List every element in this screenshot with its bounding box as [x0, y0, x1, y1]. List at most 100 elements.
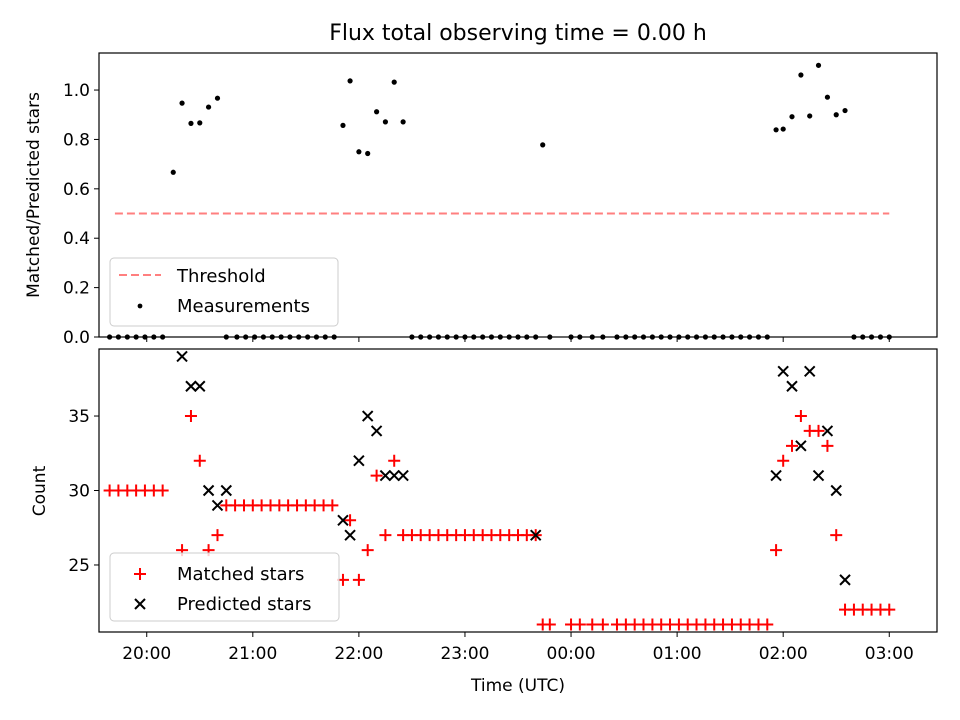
- measurement-point: [243, 334, 249, 340]
- predicted-star-point: [795, 440, 807, 452]
- top-y-axis-label: Matched/Predicted stars: [24, 92, 44, 298]
- predicted-star-point: [202, 484, 215, 497]
- measurement-point: [197, 120, 203, 126]
- matched-star-point: [761, 618, 774, 631]
- measurement-point: [720, 334, 726, 340]
- measurement-point: [340, 122, 346, 128]
- measurement-point: [252, 334, 258, 340]
- top-y-tick-label: 1.0: [63, 81, 90, 101]
- legend-predicted-swatch: [134, 598, 146, 610]
- predicted-star-point: [344, 529, 356, 541]
- measurement-point: [356, 149, 362, 155]
- bottom-legend: Matched stars Predicted stars: [109, 552, 340, 622]
- matched-star-point: [184, 410, 197, 423]
- measurement-point: [746, 334, 753, 340]
- measurement-point: [488, 334, 495, 340]
- bottom-y-axis-label: Count: [30, 465, 50, 516]
- matched-star-point: [830, 529, 843, 542]
- legend-threshold-label: Threshold: [176, 266, 266, 287]
- measurement-point: [331, 334, 337, 340]
- matched-star-point: [586, 618, 599, 631]
- bottom-x-tick-label: 21:00: [228, 644, 277, 664]
- measurement-point: [471, 334, 477, 340]
- top-y-tick-label: 0.6: [63, 180, 90, 200]
- predicted-star-point: [220, 484, 232, 497]
- predicted-star-point: [770, 469, 782, 482]
- bottom-x-tick-label: 20:00: [122, 644, 171, 664]
- matched-star-point: [156, 484, 169, 497]
- measurement-point: [589, 334, 595, 340]
- measurement-point: [868, 334, 875, 340]
- predicted-star-point: [821, 425, 834, 437]
- measurement-point: [170, 169, 176, 175]
- top-plot: 0.0 0.2 0.4 0.6 0.8 1.0 Matched/Predicted sta…: [24, 52, 938, 348]
- measurement-point: [115, 334, 122, 340]
- measurement-point: [133, 334, 139, 340]
- predicted-star-point: [185, 380, 197, 392]
- top-y-tick-label: 0.2: [63, 279, 90, 299]
- predicted-star-point: [777, 365, 789, 378]
- predicted-star-point: [530, 529, 542, 541]
- measurement-points: [107, 62, 892, 340]
- top-y-ticks: 0.0 0.2 0.4 0.6 0.8 1.0: [63, 81, 99, 348]
- legend-measurements-swatch: [137, 303, 143, 309]
- matched-star-point: [352, 573, 365, 586]
- measurement-point: [877, 334, 884, 340]
- measurement-point: [533, 334, 539, 340]
- measurement-point: [497, 334, 503, 340]
- measurement-point: [374, 109, 380, 115]
- bottom-x-tick-label: 03:00: [865, 644, 914, 664]
- bottom-x-tick-label: 01:00: [653, 644, 702, 664]
- measurement-point: [305, 334, 311, 340]
- measurement-point: [658, 334, 664, 340]
- measurement-point: [824, 94, 831, 100]
- measurement-point: [400, 119, 406, 125]
- legend-measurements-label: Measurements: [177, 296, 310, 317]
- measurement-point: [223, 334, 229, 340]
- measurement-point: [347, 78, 353, 84]
- measurement-point: [568, 334, 574, 340]
- measurement-point: [755, 334, 762, 340]
- matched-star-point: [388, 454, 401, 467]
- bottom-y-tick-label: 30: [68, 482, 90, 502]
- bottom-x-ticks: 20:00 21:00 22:00 23:00 00:00 01:00 02:00 03:00: [122, 632, 914, 664]
- measurement-point: [435, 334, 442, 340]
- measurement-point: [462, 334, 468, 340]
- measurement-point: [547, 334, 553, 340]
- measurement-point: [886, 334, 892, 340]
- matched-star-point: [794, 410, 807, 423]
- bottom-y-ticks: 25 30 35: [68, 407, 99, 576]
- measurement-point: [160, 334, 166, 340]
- matched-star-point: [361, 544, 374, 557]
- measurement-point: [640, 334, 647, 340]
- measurement-point: [260, 334, 267, 340]
- matched-star-point: [543, 618, 556, 631]
- measurement-point: [453, 334, 459, 340]
- top-y-tick-label: 0.8: [63, 130, 90, 150]
- predicted-star-point: [830, 484, 842, 497]
- measurement-point: [729, 334, 735, 340]
- bottom-y-tick-label: 25: [68, 556, 90, 576]
- measurement-point: [702, 334, 709, 340]
- matched-star-point: [211, 529, 224, 542]
- matched-star-point: [770, 544, 783, 557]
- measurement-point: [789, 114, 795, 120]
- bottom-y-tick-label: 35: [68, 407, 90, 427]
- measurement-point: [860, 334, 866, 340]
- measurement-point: [764, 334, 770, 340]
- x-axis-label: Time (UTC): [470, 676, 565, 696]
- top-y-tick-label: 0.0: [63, 328, 90, 348]
- measurement-point: [107, 334, 113, 340]
- measurement-point: [851, 334, 857, 340]
- measurement-point: [515, 334, 521, 340]
- predicted-star-point: [804, 365, 816, 378]
- top-legend: Threshold Measurements: [109, 257, 339, 327]
- measurement-point: [142, 334, 148, 340]
- measurement-point: [214, 95, 221, 101]
- measurement-point: [711, 334, 717, 340]
- top-y-tick-label: 0.4: [63, 229, 90, 249]
- measurement-point: [807, 113, 813, 119]
- matched-star-point: [777, 454, 790, 467]
- matched-star-point: [326, 499, 339, 512]
